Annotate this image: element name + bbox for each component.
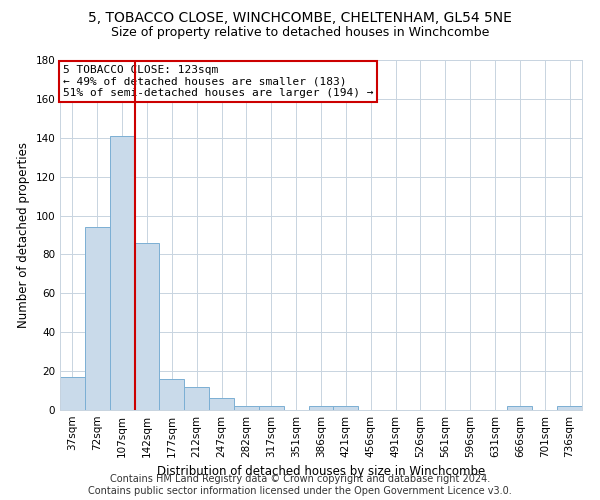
Bar xyxy=(209,398,234,410)
Bar xyxy=(308,406,334,410)
Bar xyxy=(184,386,209,410)
Bar xyxy=(259,406,284,410)
Bar xyxy=(60,377,85,410)
Bar xyxy=(234,406,259,410)
Bar xyxy=(85,227,110,410)
Bar xyxy=(160,379,184,410)
Bar xyxy=(557,406,582,410)
Bar xyxy=(134,243,160,410)
Bar xyxy=(110,136,134,410)
Text: Size of property relative to detached houses in Winchcombe: Size of property relative to detached ho… xyxy=(111,26,489,39)
Bar xyxy=(334,406,358,410)
Text: 5, TOBACCO CLOSE, WINCHCOMBE, CHELTENHAM, GL54 5NE: 5, TOBACCO CLOSE, WINCHCOMBE, CHELTENHAM… xyxy=(88,11,512,25)
Text: 5 TOBACCO CLOSE: 123sqm
← 49% of detached houses are smaller (183)
51% of semi-d: 5 TOBACCO CLOSE: 123sqm ← 49% of detache… xyxy=(62,66,373,98)
X-axis label: Distribution of detached houses by size in Winchcombe: Distribution of detached houses by size … xyxy=(157,466,485,478)
Bar xyxy=(508,406,532,410)
Y-axis label: Number of detached properties: Number of detached properties xyxy=(17,142,30,328)
Text: Contains HM Land Registry data © Crown copyright and database right 2024.
Contai: Contains HM Land Registry data © Crown c… xyxy=(88,474,512,496)
